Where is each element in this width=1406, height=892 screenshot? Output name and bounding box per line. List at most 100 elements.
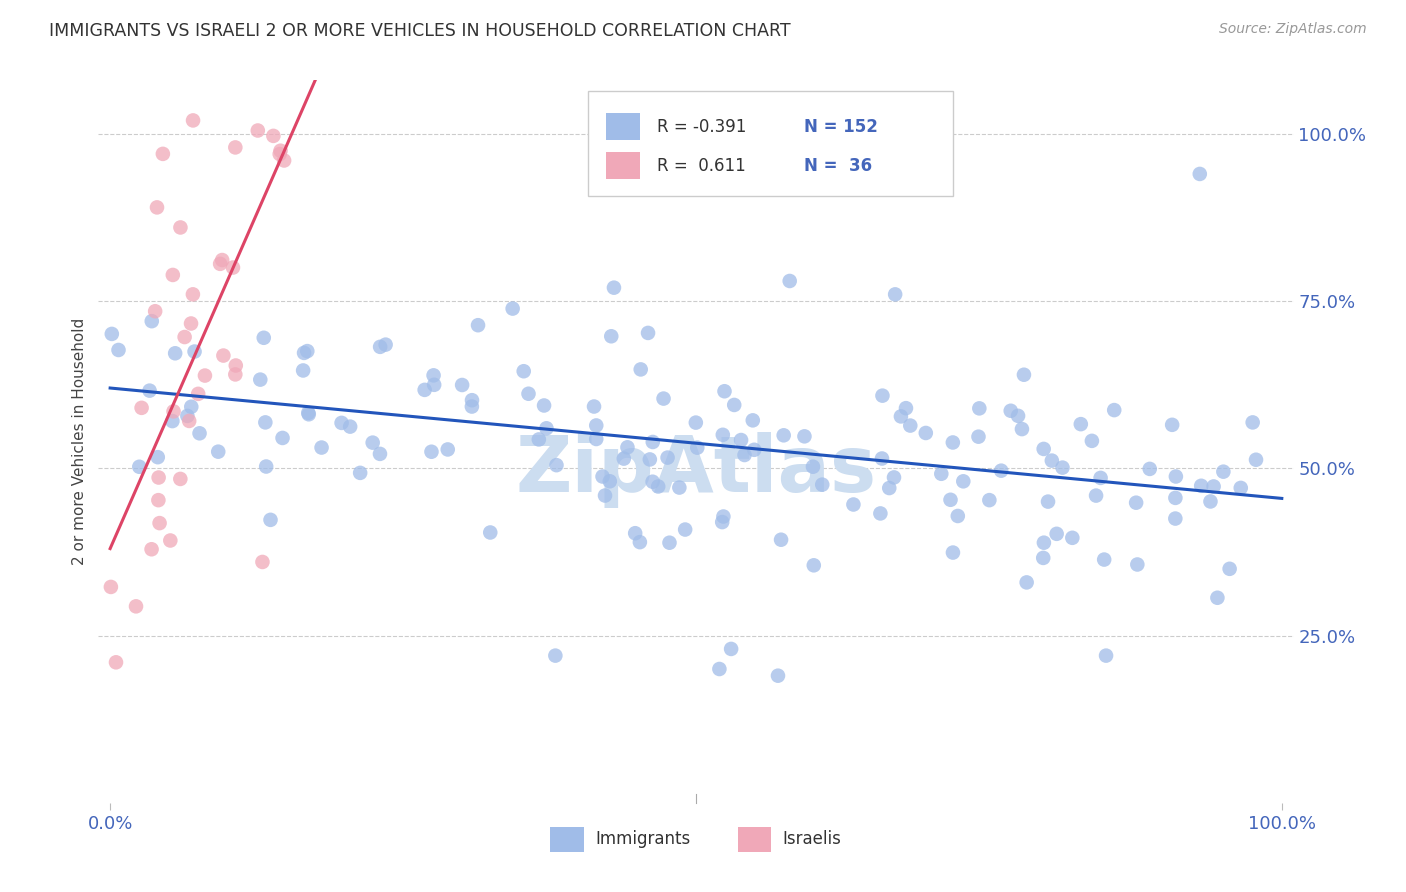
Point — [1052, 460, 1074, 475]
Point — [544, 648, 567, 663]
Point — [1161, 417, 1184, 432]
Point — [628, 535, 651, 549]
Point — [368, 340, 391, 354]
Point — [942, 545, 965, 559]
Point — [128, 459, 150, 474]
Point — [413, 383, 436, 397]
Point — [262, 128, 284, 143]
Point — [946, 508, 969, 523]
Point — [630, 362, 652, 376]
Point — [1015, 575, 1038, 590]
FancyBboxPatch shape — [606, 112, 640, 140]
Point — [803, 558, 825, 573]
Point — [141, 542, 163, 557]
Text: R =  0.611: R = 0.611 — [657, 156, 745, 175]
Point — [599, 475, 621, 489]
Y-axis label: 2 or more Vehicles in Household: 2 or more Vehicles in Household — [72, 318, 87, 566]
Point — [423, 377, 446, 392]
Point — [212, 349, 235, 363]
Point — [148, 470, 170, 484]
Point — [1040, 453, 1063, 467]
Point — [107, 343, 129, 357]
Point — [1085, 489, 1108, 503]
Point — [870, 451, 893, 466]
Point — [1212, 465, 1234, 479]
Point — [131, 401, 153, 415]
Point — [179, 414, 201, 428]
Point — [585, 432, 607, 446]
Point — [100, 580, 122, 594]
Point — [512, 364, 534, 378]
Point — [1092, 552, 1115, 566]
Point — [224, 140, 246, 154]
Point — [990, 464, 1012, 478]
Point — [146, 201, 169, 215]
Point — [713, 509, 735, 524]
Point — [1164, 469, 1187, 483]
Point — [1164, 511, 1187, 525]
Point — [222, 260, 245, 275]
Point — [146, 450, 169, 465]
Point — [1032, 535, 1054, 549]
Point — [180, 400, 202, 414]
Point — [159, 533, 181, 548]
Point — [637, 326, 659, 340]
Text: IMMIGRANTS VS ISRAELI 2 OR MORE VEHICLES IN HOUSEHOLD CORRELATION CHART: IMMIGRANTS VS ISRAELI 2 OR MORE VEHICLES… — [49, 22, 790, 40]
Point — [330, 416, 353, 430]
Point — [772, 428, 794, 442]
Point — [1126, 558, 1149, 572]
Point — [898, 418, 921, 433]
Point — [582, 400, 605, 414]
Point — [1199, 494, 1222, 508]
Point — [162, 414, 184, 428]
Point — [162, 404, 184, 418]
Point — [273, 153, 295, 168]
Point — [461, 400, 484, 414]
Point — [1070, 417, 1092, 431]
Point — [600, 329, 623, 343]
Point — [641, 434, 664, 449]
FancyBboxPatch shape — [550, 827, 583, 852]
Point — [685, 416, 707, 430]
Point — [811, 477, 834, 491]
Point — [967, 430, 990, 444]
Point — [169, 472, 191, 486]
Point — [176, 409, 198, 423]
Point — [1202, 479, 1225, 493]
Point — [942, 435, 965, 450]
Point — [451, 378, 474, 392]
Point — [181, 113, 204, 128]
Point — [1032, 550, 1054, 565]
Point — [686, 441, 709, 455]
Point — [939, 492, 962, 507]
Point — [1000, 404, 1022, 418]
Point — [1125, 496, 1147, 510]
Point — [436, 442, 458, 457]
Point — [1007, 409, 1029, 423]
Point — [711, 515, 734, 529]
Point — [169, 220, 191, 235]
Point — [254, 416, 277, 430]
Point — [374, 337, 396, 351]
Point — [270, 144, 292, 158]
Point — [585, 418, 607, 433]
Point — [173, 330, 195, 344]
Text: N = 152: N = 152 — [804, 118, 877, 136]
Point — [709, 662, 731, 676]
Text: Immigrants: Immigrants — [596, 830, 690, 848]
Point — [801, 459, 824, 474]
Point — [368, 447, 391, 461]
Point — [1011, 422, 1033, 436]
Point — [517, 386, 540, 401]
Point — [259, 513, 281, 527]
Point — [673, 523, 696, 537]
FancyBboxPatch shape — [589, 91, 953, 196]
Text: Source: ZipAtlas.com: Source: ZipAtlas.com — [1219, 22, 1367, 37]
Point — [180, 317, 202, 331]
Point — [1032, 442, 1054, 456]
Point — [793, 429, 815, 443]
Point — [613, 451, 636, 466]
Text: Israelis: Israelis — [782, 830, 841, 848]
Point — [252, 555, 274, 569]
Point — [730, 433, 752, 447]
